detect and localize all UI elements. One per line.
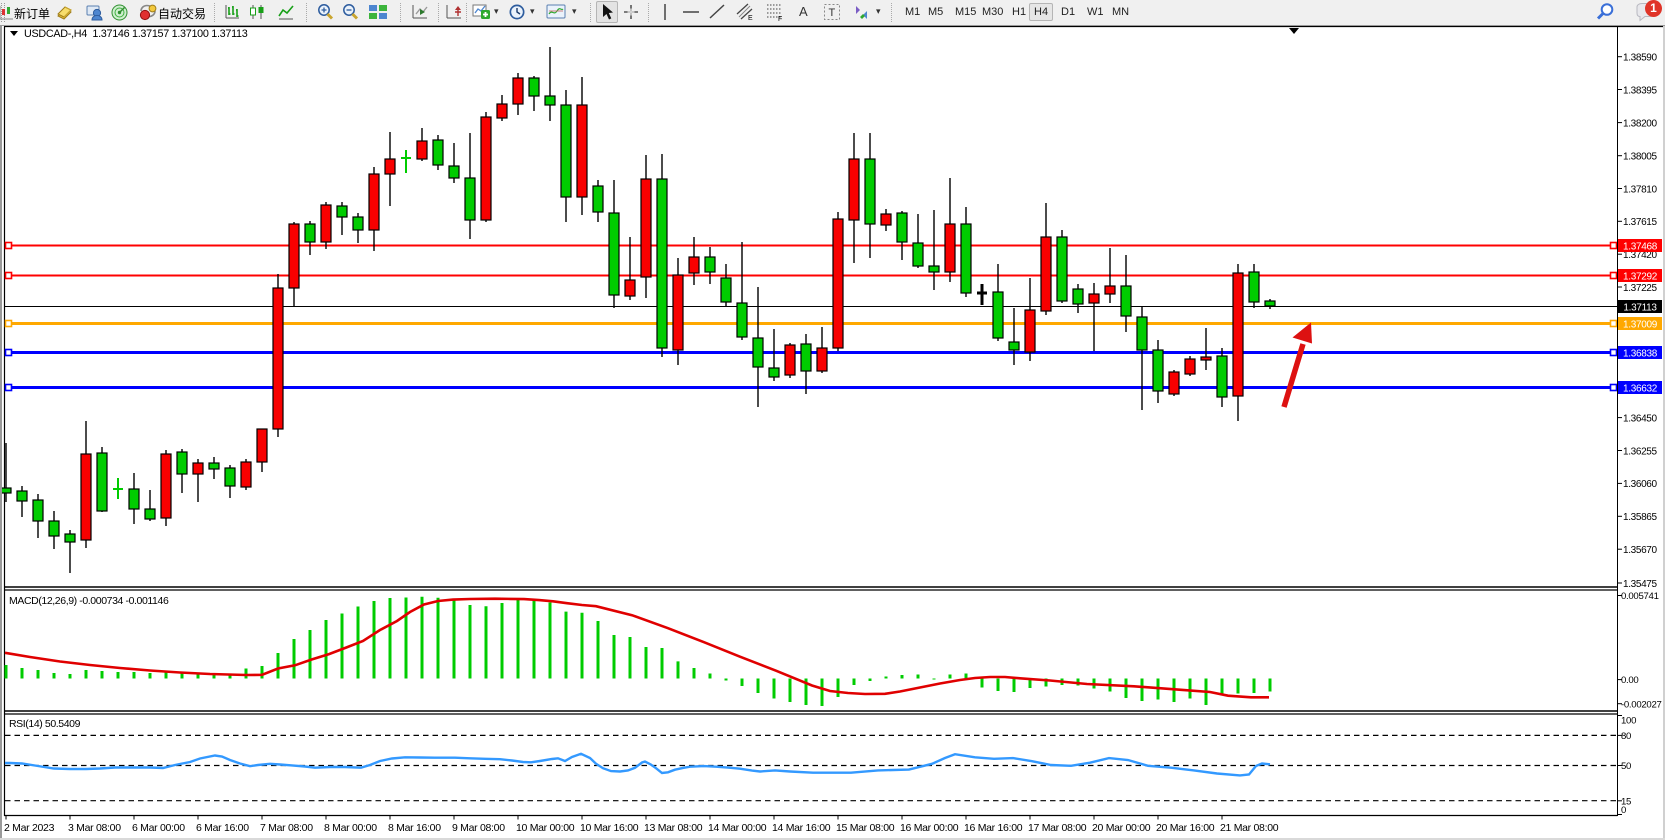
svg-text:1.36632: 1.36632 xyxy=(1623,384,1658,395)
svg-text:20 Mar 00:00: 20 Mar 00:00 xyxy=(1092,822,1151,834)
svg-text:MACD(12,26,9) -0.000734 -0.001: MACD(12,26,9) -0.000734 -0.001146 xyxy=(9,595,169,607)
svg-text:21 Mar 08:00: 21 Mar 08:00 xyxy=(1220,822,1279,834)
svg-text:17 Mar 08:00: 17 Mar 08:00 xyxy=(1028,822,1087,834)
svg-text:1.37292: 1.37292 xyxy=(1623,272,1658,283)
svg-text:2 Mar 2023: 2 Mar 2023 xyxy=(4,822,55,834)
svg-text:1.37810: 1.37810 xyxy=(1623,184,1657,195)
svg-text:10 Mar 00:00: 10 Mar 00:00 xyxy=(516,822,575,834)
svg-text:7 Mar 08:00: 7 Mar 08:00 xyxy=(260,822,313,834)
svg-text:1.37113: 1.37113 xyxy=(1623,303,1657,314)
svg-text:RSI(14) 50.5409: RSI(14) 50.5409 xyxy=(9,718,81,730)
svg-text:80: 80 xyxy=(1621,731,1631,742)
svg-text:1.37468: 1.37468 xyxy=(1623,242,1658,253)
svg-text:1.35865: 1.35865 xyxy=(1623,512,1657,523)
svg-text:9 Mar 08:00: 9 Mar 08:00 xyxy=(452,822,505,834)
svg-text:F: F xyxy=(778,16,782,22)
svg-text:1.35670: 1.35670 xyxy=(1623,545,1657,556)
svg-text:1.36838: 1.36838 xyxy=(1623,349,1658,360)
svg-text:1.36060: 1.36060 xyxy=(1623,479,1657,490)
svg-text:0.005741: 0.005741 xyxy=(1621,591,1659,602)
svg-text:1.38590: 1.38590 xyxy=(1623,53,1657,64)
svg-text:14 Mar 00:00: 14 Mar 00:00 xyxy=(708,822,767,834)
svg-text:1.36255: 1.36255 xyxy=(1623,446,1657,457)
svg-text:1.37009: 1.37009 xyxy=(1623,320,1658,331)
svg-text:1.36450: 1.36450 xyxy=(1623,413,1657,424)
svg-text:E: E xyxy=(748,15,753,22)
svg-text:USDCAD-,H4 1.37146 1.37157 1.: USDCAD-,H4 1.37146 1.37157 1.37100 1.371… xyxy=(24,28,248,40)
svg-text:10 Mar 16:00: 10 Mar 16:00 xyxy=(580,822,639,834)
svg-text:1.38005: 1.38005 xyxy=(1623,152,1657,163)
svg-text:1.37420: 1.37420 xyxy=(1623,250,1657,261)
svg-text:15 Mar 08:00: 15 Mar 08:00 xyxy=(836,822,895,834)
svg-text:6 Mar 16:00: 6 Mar 16:00 xyxy=(196,822,249,834)
svg-text:1.37615: 1.37615 xyxy=(1623,217,1657,228)
svg-text:6 Mar 00:00: 6 Mar 00:00 xyxy=(132,822,185,834)
svg-text:0: 0 xyxy=(1621,805,1626,816)
svg-text:16 Mar 16:00: 16 Mar 16:00 xyxy=(964,822,1023,834)
svg-text:20 Mar 16:00: 20 Mar 16:00 xyxy=(1156,822,1215,834)
svg-text:16 Mar 00:00: 16 Mar 00:00 xyxy=(900,822,959,834)
svg-text:1.38200: 1.38200 xyxy=(1623,118,1657,129)
svg-text:8 Mar 00:00: 8 Mar 00:00 xyxy=(324,822,377,834)
svg-text:-0.002027: -0.002027 xyxy=(1621,699,1662,710)
svg-text:50: 50 xyxy=(1621,761,1631,772)
svg-text:1.35475: 1.35475 xyxy=(1623,579,1657,590)
svg-text:8 Mar 16:00: 8 Mar 16:00 xyxy=(388,822,441,834)
svg-text:T: T xyxy=(829,7,836,19)
svg-text:1.38395: 1.38395 xyxy=(1623,85,1657,96)
svg-text:3 Mar 08:00: 3 Mar 08:00 xyxy=(68,822,121,834)
svg-text:1.37225: 1.37225 xyxy=(1623,283,1657,294)
svg-text:15: 15 xyxy=(1621,796,1631,807)
svg-text:100: 100 xyxy=(1621,716,1636,727)
svg-text:14 Mar 16:00: 14 Mar 16:00 xyxy=(772,822,831,834)
svg-text:0.00: 0.00 xyxy=(1621,675,1638,686)
svg-text:13 Mar 08:00: 13 Mar 08:00 xyxy=(644,822,703,834)
